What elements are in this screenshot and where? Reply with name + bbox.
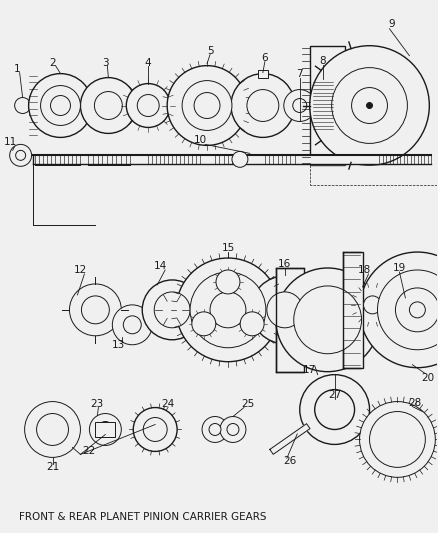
Text: 1: 1 [13, 63, 20, 74]
Circle shape [81, 296, 110, 324]
Text: 15: 15 [221, 243, 235, 253]
Text: 28: 28 [408, 398, 421, 408]
Text: 21: 21 [46, 462, 59, 472]
Circle shape [137, 94, 159, 117]
Circle shape [209, 424, 221, 435]
Text: 24: 24 [162, 399, 175, 409]
Circle shape [133, 408, 177, 451]
Circle shape [231, 74, 295, 138]
Circle shape [284, 90, 316, 122]
Circle shape [240, 312, 264, 336]
Circle shape [227, 424, 239, 435]
Circle shape [367, 102, 372, 109]
Text: 14: 14 [154, 261, 167, 271]
Circle shape [124, 316, 141, 334]
Circle shape [142, 280, 202, 340]
Text: 7: 7 [297, 69, 303, 78]
Circle shape [364, 296, 381, 314]
Circle shape [16, 150, 25, 160]
Circle shape [10, 144, 32, 166]
Bar [258, 70, 268, 78]
Circle shape [267, 292, 303, 328]
Circle shape [370, 411, 425, 467]
Text: 23: 23 [90, 399, 103, 409]
Circle shape [97, 422, 113, 438]
Circle shape [293, 99, 307, 112]
Text: 12: 12 [74, 265, 87, 275]
Text: 16: 16 [278, 259, 291, 269]
Bar [343, 252, 363, 368]
Circle shape [360, 401, 435, 478]
Circle shape [332, 68, 407, 143]
Circle shape [167, 66, 247, 146]
Circle shape [232, 151, 248, 167]
Text: 13: 13 [112, 340, 125, 350]
Text: 8: 8 [319, 55, 326, 66]
Text: 18: 18 [358, 265, 371, 275]
Text: FRONT & REAR PLANET PINION CARRIER GEARS: FRONT & REAR PLANET PINION CARRIER GEARS [19, 512, 266, 522]
Text: 20: 20 [421, 373, 434, 383]
Text: 27: 27 [328, 390, 341, 400]
Circle shape [50, 95, 71, 116]
Circle shape [355, 287, 390, 323]
Circle shape [220, 416, 246, 442]
Circle shape [154, 292, 190, 328]
Circle shape [176, 258, 280, 362]
Circle shape [126, 84, 170, 127]
Circle shape [37, 414, 68, 446]
Circle shape [294, 286, 361, 354]
Text: 6: 6 [261, 53, 268, 63]
Circle shape [276, 268, 379, 372]
Text: 4: 4 [145, 58, 152, 68]
Text: 25: 25 [241, 399, 254, 409]
Circle shape [202, 416, 228, 442]
Circle shape [89, 414, 121, 446]
Circle shape [194, 93, 220, 118]
Bar [313, 79, 332, 132]
Circle shape [378, 270, 438, 350]
Circle shape [410, 302, 425, 318]
Text: 26: 26 [283, 456, 297, 466]
Circle shape [190, 272, 266, 348]
Circle shape [70, 284, 121, 336]
Circle shape [310, 46, 429, 165]
Circle shape [25, 401, 81, 457]
Text: 19: 19 [393, 263, 406, 273]
Circle shape [314, 390, 355, 430]
Bar [310, 46, 345, 165]
Circle shape [396, 288, 438, 332]
Circle shape [28, 74, 92, 138]
Circle shape [112, 305, 152, 345]
Circle shape [247, 90, 279, 122]
Circle shape [210, 292, 246, 328]
Circle shape [360, 252, 438, 368]
Text: 9: 9 [388, 19, 395, 29]
Circle shape [41, 86, 81, 125]
Text: 11: 11 [4, 138, 17, 148]
Bar [276, 268, 304, 372]
Circle shape [192, 312, 216, 336]
Circle shape [216, 270, 240, 294]
Circle shape [143, 417, 167, 441]
Circle shape [81, 78, 136, 133]
Text: 17: 17 [303, 365, 316, 375]
Text: 10: 10 [194, 135, 207, 146]
Circle shape [251, 276, 319, 344]
Circle shape [182, 80, 232, 131]
Circle shape [95, 92, 122, 119]
Text: 22: 22 [82, 447, 95, 456]
Circle shape [352, 87, 388, 124]
Polygon shape [270, 424, 310, 454]
Bar [95, 422, 115, 438]
Circle shape [300, 375, 370, 445]
Text: 2: 2 [49, 58, 56, 68]
Text: 3: 3 [102, 58, 109, 68]
Text: 5: 5 [207, 46, 213, 55]
